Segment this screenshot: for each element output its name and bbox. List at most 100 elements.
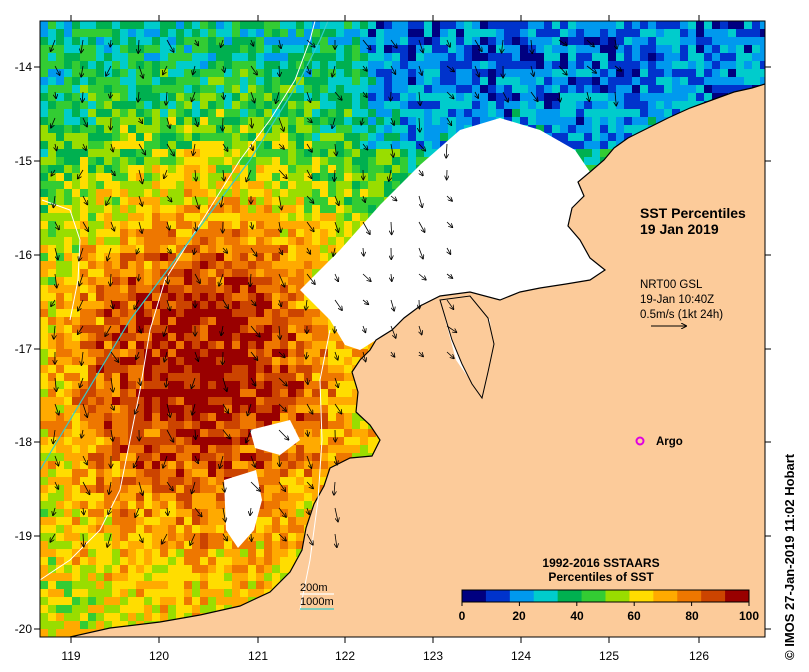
sst-pixel xyxy=(240,277,248,285)
sst-pixel xyxy=(184,45,192,53)
sst-pixel xyxy=(64,157,72,165)
sst-pixel xyxy=(104,69,112,77)
sst-pixel xyxy=(216,357,224,365)
sst-pixel xyxy=(320,53,328,61)
sst-pixel xyxy=(312,261,320,269)
sst-pixel xyxy=(328,437,336,445)
sst-pixel xyxy=(424,141,432,149)
sst-pixel xyxy=(688,77,696,85)
sst-pixel xyxy=(408,133,416,141)
sst-pixel xyxy=(280,205,288,213)
sst-pixel xyxy=(128,221,136,229)
sst-pixel xyxy=(56,445,64,453)
sst-pixel xyxy=(328,389,336,397)
sst-pixel xyxy=(368,109,376,117)
sst-pixel xyxy=(80,221,88,229)
sst-pixel xyxy=(128,269,136,277)
sst-pixel xyxy=(176,37,184,45)
sst-pixel xyxy=(592,141,600,149)
sst-pixel xyxy=(120,141,128,149)
sst-pixel xyxy=(616,133,624,141)
sst-pixel xyxy=(320,45,328,53)
sst-pixel xyxy=(168,221,176,229)
sst-pixel xyxy=(344,53,352,61)
sst-pixel xyxy=(48,453,56,461)
sst-pixel xyxy=(152,261,160,269)
sst-pixel xyxy=(320,21,328,29)
sst-pixel xyxy=(376,37,384,45)
sst-pixel xyxy=(112,277,120,285)
sst-pixel xyxy=(248,45,256,53)
sst-pixel xyxy=(336,405,344,413)
sst-pixel xyxy=(296,53,304,61)
sst-pixel xyxy=(512,93,520,101)
sst-pixel xyxy=(296,141,304,149)
sst-pixel xyxy=(256,181,264,189)
sst-pixel xyxy=(144,413,152,421)
sst-pixel xyxy=(176,149,184,157)
sst-pixel xyxy=(720,69,728,77)
sst-pixel xyxy=(208,285,216,293)
sst-pixel xyxy=(88,245,96,253)
sst-pixel xyxy=(216,309,224,317)
sst-pixel xyxy=(248,85,256,93)
sst-pixel xyxy=(520,85,528,93)
sst-pixel xyxy=(704,69,712,77)
sst-pixel xyxy=(216,293,224,301)
sst-pixel xyxy=(400,133,408,141)
sst-pixel xyxy=(360,69,368,77)
sst-pixel xyxy=(168,173,176,181)
sst-pixel xyxy=(760,69,765,77)
sst-pixel xyxy=(624,69,632,77)
sst-pixel xyxy=(384,93,392,101)
sst-pixel xyxy=(440,93,448,101)
sst-pixel xyxy=(232,405,240,413)
sst-pixel xyxy=(40,349,48,357)
sst-pixel xyxy=(176,453,184,461)
sst-pixel xyxy=(328,381,336,389)
sst-pixel xyxy=(88,189,96,197)
sst-pixel xyxy=(248,37,256,45)
sst-pixel xyxy=(392,173,400,181)
sst-pixel xyxy=(56,93,64,101)
sst-pixel xyxy=(232,229,240,237)
sst-pixel xyxy=(112,285,120,293)
sst-pixel xyxy=(304,269,312,277)
sst-pixel xyxy=(200,301,208,309)
sst-pixel xyxy=(128,197,136,205)
sst-pixel xyxy=(544,29,552,37)
sst-pixel xyxy=(56,165,64,173)
sst-pixel xyxy=(240,101,248,109)
sst-pixel xyxy=(160,29,168,37)
sst-pixel xyxy=(168,133,176,141)
sst-pixel xyxy=(696,61,704,69)
sst-pixel xyxy=(176,237,184,245)
sst-pixel xyxy=(336,69,344,77)
sst-pixel xyxy=(56,109,64,117)
sst-pixel xyxy=(120,237,128,245)
sst-pixel xyxy=(216,453,224,461)
sst-pixel xyxy=(168,69,176,77)
sst-pixel xyxy=(408,77,416,85)
sst-pixel xyxy=(232,237,240,245)
sst-pixel xyxy=(328,445,336,453)
sst-pixel xyxy=(352,53,360,61)
sst-pixel xyxy=(296,197,304,205)
sst-pixel xyxy=(48,389,56,397)
sst-pixel xyxy=(112,429,120,437)
sst-pixel xyxy=(312,149,320,157)
sst-pixel xyxy=(232,373,240,381)
sst-pixel xyxy=(304,45,312,53)
sst-pixel xyxy=(576,133,584,141)
sst-pixel xyxy=(40,237,48,245)
sst-pixel xyxy=(576,109,584,117)
sst-pixel xyxy=(280,413,288,421)
sst-pixel xyxy=(360,21,368,29)
sst-pixel xyxy=(88,133,96,141)
sst-pixel xyxy=(264,237,272,245)
sst-pixel xyxy=(208,261,216,269)
sst-pixel xyxy=(304,365,312,373)
sst-pixel xyxy=(144,69,152,77)
sst-pixel xyxy=(312,333,320,341)
sst-pixel xyxy=(120,309,128,317)
